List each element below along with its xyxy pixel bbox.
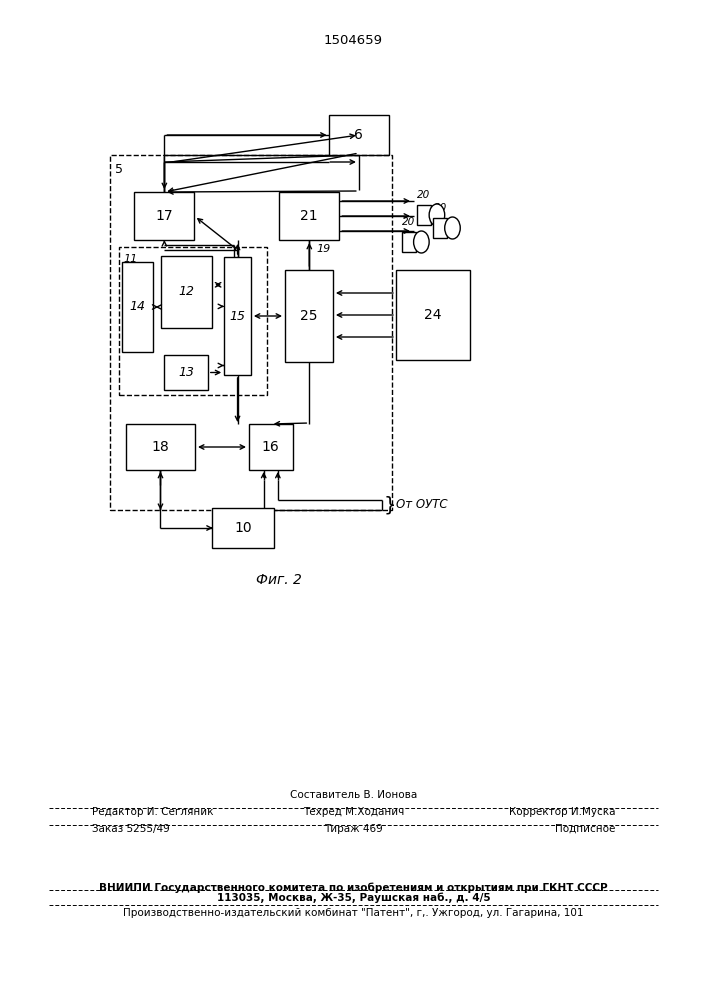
Text: 20: 20 [402, 217, 415, 227]
Bar [396, 270, 470, 360]
Bar [402, 232, 416, 252]
Text: От ОУТС: От ОУТС [396, 498, 448, 511]
Text: 19: 19 [316, 243, 331, 253]
Bar [279, 192, 339, 240]
Bar [433, 218, 447, 238]
Text: 14: 14 [129, 300, 145, 313]
Text: 12: 12 [179, 285, 194, 298]
Bar [224, 257, 251, 375]
Bar [249, 424, 293, 470]
Text: Тираж 469: Тираж 469 [324, 824, 383, 834]
Text: Заказ 5255/49: Заказ 5255/49 [92, 824, 170, 834]
Text: }: } [384, 495, 397, 514]
Text: 17: 17 [156, 209, 173, 223]
Bar [329, 115, 389, 155]
Text: 20: 20 [417, 190, 431, 200]
Text: 1504659: 1504659 [324, 33, 383, 46]
Text: 10: 10 [235, 521, 252, 535]
Bar [122, 262, 153, 352]
Bar [164, 355, 208, 390]
Text: 5: 5 [115, 163, 123, 176]
Text: Фиг. 2: Фиг. 2 [257, 573, 302, 587]
Bar [285, 270, 333, 362]
Text: 24: 24 [424, 308, 442, 322]
Text: Редактор И. Сегляник: Редактор И. Сегляник [92, 807, 214, 817]
Bar [161, 256, 212, 328]
Text: Подписное: Подписное [555, 824, 615, 834]
Text: Техред М.Ходанич: Техред М.Ходанич [303, 807, 404, 817]
Text: 6: 6 [354, 128, 363, 142]
Text: 21: 21 [300, 209, 318, 223]
Text: Производственно-издательский комбинат "Патент", г,. Ужгород, ул. Гагарина, 101: Производственно-издательский комбинат "П… [123, 908, 584, 918]
Text: ВНИИПИ Государственного комитета по изобретениям и открытиям при ГКНТ СССР: ВНИИПИ Государственного комитета по изоб… [99, 882, 608, 893]
Text: 18: 18 [151, 440, 170, 454]
Text: 25: 25 [300, 309, 317, 323]
Text: 11: 11 [124, 254, 138, 264]
Text: 113035, Москва, Ж-35, Раушская наб., д. 4/5: 113035, Москва, Ж-35, Раушская наб., д. … [216, 892, 491, 903]
Text: Составитель В. Ионова: Составитель В. Ионова [290, 790, 417, 800]
Text: 13: 13 [178, 366, 194, 379]
Bar [119, 247, 267, 395]
Circle shape [429, 204, 445, 226]
Circle shape [445, 217, 460, 239]
Bar [417, 205, 431, 225]
Bar [110, 155, 392, 510]
Bar [126, 424, 195, 470]
Bar [134, 192, 194, 240]
Text: 16: 16 [262, 440, 280, 454]
Text: 20: 20 [434, 203, 448, 213]
Text: 15: 15 [230, 310, 245, 323]
Circle shape [414, 231, 429, 253]
Text: Корректор И.Муска: Корректор И.Муска [508, 807, 615, 817]
Bar [212, 508, 274, 548]
